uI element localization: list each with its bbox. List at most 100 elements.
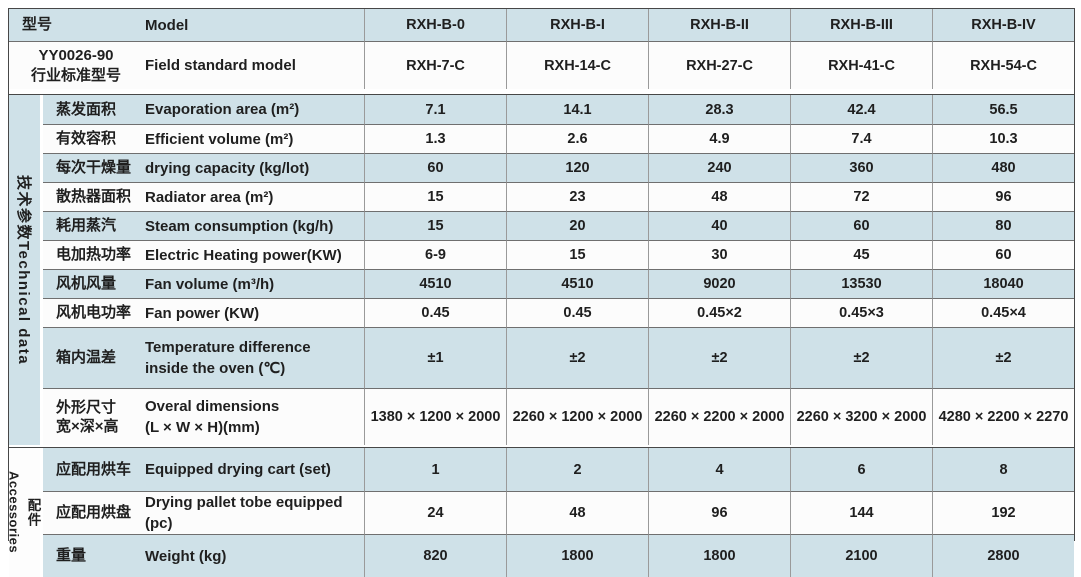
- row-label-en: Overal dimensions (L × W × H)(mm): [143, 388, 364, 445]
- spec-value: 0.45×3: [790, 298, 932, 327]
- row-label-en: Evaporation area (m²): [143, 95, 364, 124]
- spec-value: 20: [506, 211, 648, 240]
- spec-value: 4510: [364, 269, 506, 298]
- spec-value: 4280 × 2200 × 2270: [932, 388, 1074, 445]
- spec-value: 45: [790, 240, 932, 269]
- row-label-en: drying capacity (kg/lot): [143, 153, 364, 182]
- row-label-en: Drying pallet tobe equipped (pc): [143, 491, 364, 534]
- spec-value: 40: [648, 211, 790, 240]
- row-label-zh: 应配用烘车: [43, 448, 143, 491]
- spec-value: 15: [364, 211, 506, 240]
- row-label-en: Weight (kg): [143, 534, 364, 577]
- spec-value: ±1: [364, 327, 506, 388]
- header-section: 型号 Model RXH-B-0 RXH-B-I RXH-B-II RXH-B-III RX…: [9, 9, 1074, 89]
- standard-model-value: RXH-7-C: [364, 41, 506, 89]
- row-label-zh: 风机电功率: [43, 298, 143, 327]
- row-label-zh: 耗用蒸汽: [43, 211, 143, 240]
- spec-value: 0.45×4: [932, 298, 1074, 327]
- group-label-accessories: Accessories 配件: [7, 448, 43, 577]
- spec-value: 14.1: [506, 95, 648, 124]
- spec-value: 15: [364, 182, 506, 211]
- spec-value: 120: [506, 153, 648, 182]
- spec-value: 48: [506, 491, 648, 534]
- spec-value: 192: [932, 491, 1074, 534]
- spec-value: 480: [932, 153, 1074, 182]
- spec-value: 18040: [932, 269, 1074, 298]
- row-label-en: Temperature difference inside the oven (…: [143, 327, 364, 388]
- spec-value: ±2: [506, 327, 648, 388]
- row-label-zh: 蒸发面积: [43, 95, 143, 124]
- model-value: RXH-B-II: [648, 9, 790, 41]
- spec-value: 15: [506, 240, 648, 269]
- spec-value: 7.1: [364, 95, 506, 124]
- spec-value: 1: [364, 448, 506, 491]
- row-label-zh: 重量: [43, 534, 143, 577]
- row-label-zh: 有效容积: [43, 124, 143, 153]
- spec-value: 13530: [790, 269, 932, 298]
- spec-value: 60: [364, 153, 506, 182]
- spec-value: 28.3: [648, 95, 790, 124]
- spec-value: 2100: [790, 534, 932, 577]
- model-value: RXH-B-0: [364, 9, 506, 41]
- spec-value: 60: [932, 240, 1074, 269]
- spec-value: ±2: [790, 327, 932, 388]
- model-value: RXH-B-I: [506, 9, 648, 41]
- row-label-en: Efficient volume (m²): [143, 124, 364, 153]
- row-label-zh: 应配用烘盘: [43, 491, 143, 534]
- spec-value: 1380 × 1200 × 2000: [364, 388, 506, 445]
- spec-value: 0.45×2: [648, 298, 790, 327]
- row-label-zh: 散热器面积: [43, 182, 143, 211]
- standard-model-value: RXH-41-C: [790, 41, 932, 89]
- spec-value: 7.4: [790, 124, 932, 153]
- spec-value: 2260 × 1200 × 2000: [506, 388, 648, 445]
- spec-value: 60: [790, 211, 932, 240]
- standard-label-en: Field standard model: [143, 41, 364, 89]
- spec-value: 2800: [932, 534, 1074, 577]
- spec-value: 72: [790, 182, 932, 211]
- row-label-zh: 每次干燥量: [43, 153, 143, 182]
- spec-value: 2260 × 2200 × 2000: [648, 388, 790, 445]
- section-divider: [9, 89, 1074, 95]
- row-label-zh: 箱内温差: [43, 327, 143, 388]
- row-label-en: Equipped drying cart (set): [143, 448, 364, 491]
- spec-value: 24: [364, 491, 506, 534]
- table-frame: 型号 Model RXH-B-0 RXH-B-I RXH-B-II RXH-B-III RX…: [7, 8, 1075, 577]
- spec-value: 1.3: [364, 124, 506, 153]
- model-value: RXH-B-III: [790, 9, 932, 41]
- accessories-section: Accessories 配件 应配用烘车 Equipped drying cart (…: [7, 448, 1074, 577]
- model-value: RXH-B-IV: [932, 9, 1074, 41]
- standard-model-value: RXH-27-C: [648, 41, 790, 89]
- spec-value: 23: [506, 182, 648, 211]
- spec-value: 820: [364, 534, 506, 577]
- spec-value: 4510: [506, 269, 648, 298]
- spec-value: 4: [648, 448, 790, 491]
- spec-value: 2260 × 3200 × 2000: [790, 388, 932, 445]
- row-label-zh: 电加热功率: [43, 240, 143, 269]
- row-label-en: Electric Heating power(KW): [143, 240, 364, 269]
- spec-value: 0.45: [506, 298, 648, 327]
- group-label-technical-data: 技术参数Technical data: [9, 95, 43, 445]
- group-label-accessories-zh: 配件: [25, 498, 41, 527]
- spec-value: 80: [932, 211, 1074, 240]
- spec-value: 2: [506, 448, 648, 491]
- spec-value: 6: [790, 448, 932, 491]
- row-label-en: Steam consumption (kg/h): [143, 211, 364, 240]
- spec-value: ±2: [932, 327, 1074, 388]
- spec-value: 144: [790, 491, 932, 534]
- standard-label-zh: YY0026-90 行业标准型号: [9, 41, 143, 89]
- spec-value: 96: [932, 182, 1074, 211]
- spec-value: 1800: [506, 534, 648, 577]
- row-label-en: Fan volume (m³/h): [143, 269, 364, 298]
- group-label-text: 技术参数Technical data: [15, 174, 32, 366]
- spec-value: 240: [648, 153, 790, 182]
- row-label-zh: 风机风量: [43, 269, 143, 298]
- technical-data-section: 技术参数Technical data 蒸发面积 Evaporation area (…: [9, 95, 1074, 445]
- spec-value: ±2: [648, 327, 790, 388]
- spec-value: 6-9: [364, 240, 506, 269]
- spec-value: 96: [648, 491, 790, 534]
- spec-value: 1800: [648, 534, 790, 577]
- spec-value: 10.3: [932, 124, 1074, 153]
- spec-value: 8: [932, 448, 1074, 491]
- row-label-en: Fan power (KW): [143, 298, 364, 327]
- spec-value: 42.4: [790, 95, 932, 124]
